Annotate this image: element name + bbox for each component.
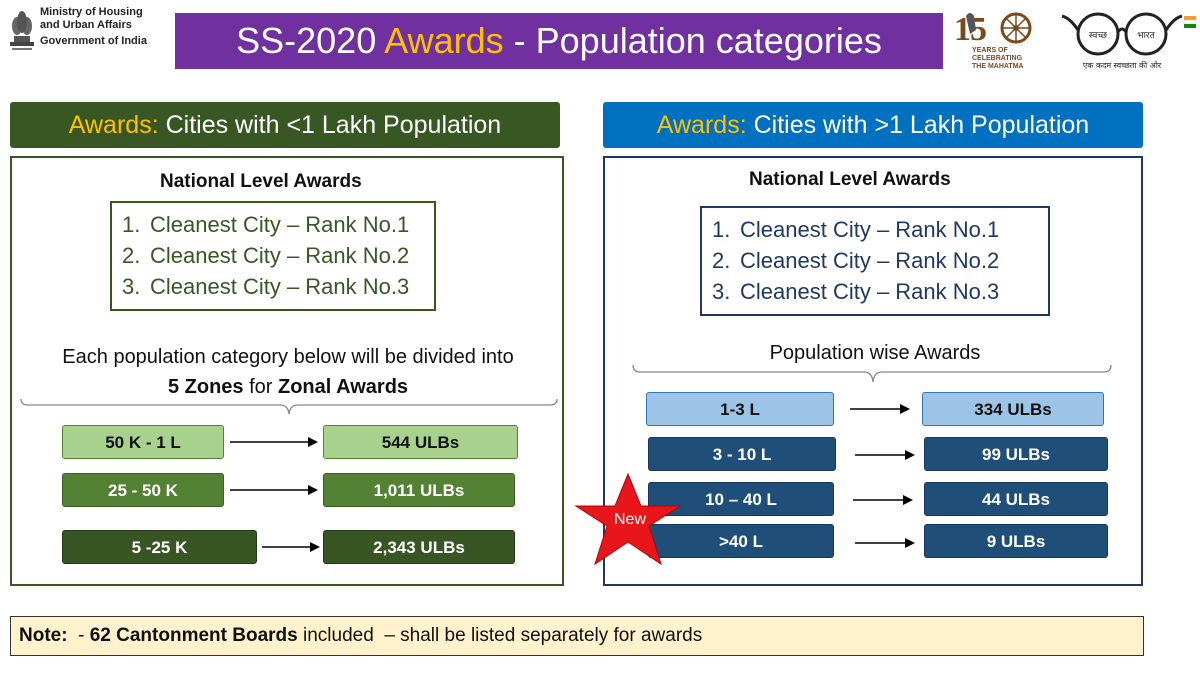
right-category-ulbs: 99 ULBs [924, 437, 1108, 471]
svg-text:1: 1 [954, 11, 971, 48]
right-category-range: 1-3 L [646, 392, 834, 426]
note-rest: included – shall be listed separately fo… [297, 625, 703, 646]
left-heading-accent: Awards: [68, 111, 159, 139]
rank-text: Cleanest City – Rank No.2 [740, 248, 1000, 273]
right-rank-list: 1. Cleanest City – Rank No.1 2. Cleanest C… [712, 214, 1038, 307]
divide-line-1: Each population category below will be d… [62, 346, 514, 368]
right-panel-heading: Awards: Cities with >1 Lakh Population [603, 102, 1143, 148]
divide-mid: for [243, 376, 278, 398]
left-category-ulbs: 1,011 ULBs [323, 473, 515, 507]
right-category-range: 3 - 10 L [648, 437, 836, 471]
ministry-line-2: and Urban Affairs [40, 19, 132, 31]
note-bar: Note: - 62 Cantonment Boards included – … [10, 616, 1144, 656]
right-category-ulbs: 44 ULBs [924, 482, 1108, 516]
swachh-right-text: भारत [1137, 31, 1155, 41]
note-label: Note: [19, 625, 68, 646]
gandhi-150-logo-icon: 1 5 YEARS OF CELEBRATING THE MAHATMA [954, 11, 1032, 70]
arrow-right-icon [855, 538, 915, 548]
ministry-logo-block: Ministry of Housing and Urban Affairs Go… [6, 4, 166, 70]
left-rank-list-box: 1. Cleanest City – Rank No.1 2. Cleanest C… [110, 201, 436, 311]
list-item: 1. Cleanest City – Rank No.1 [122, 209, 424, 240]
left-rank-list: 1. Cleanest City – Rank No.1 2. Cleanest C… [122, 209, 424, 302]
divide-bold-zonal: Zonal Awards [278, 376, 409, 398]
swachh-bharat-logo-icon: स्वच्छ भारत एक कदम स्वच्छता की ओर [1061, 12, 1197, 70]
gandhi-years-text: YEARS OF [972, 47, 1009, 54]
gandhi-celebrating-text: CELEBRATING [972, 55, 1023, 62]
left-brace-icon [20, 398, 558, 415]
list-item: 2. Cleanest City – Rank No.2 [122, 240, 424, 271]
arrow-right-icon [855, 450, 915, 460]
zonal-division-text: Each population category below will be d… [14, 342, 562, 402]
right-heading-text: Cities with >1 Lakh Population [746, 111, 1090, 139]
title-suffix: - Population categories [503, 20, 882, 61]
arrow-right-icon [850, 404, 910, 414]
new-badge-label: New [614, 511, 646, 528]
right-national-title: National Level Awards [749, 169, 951, 190]
note-dash: - [67, 625, 90, 646]
rank-number: 1. [122, 212, 141, 237]
government-label: Government of India [40, 35, 147, 47]
left-category-range: 25 - 50 K [62, 473, 224, 507]
left-national-title: National Level Awards [160, 171, 362, 192]
left-category-range: 5 -25 K [62, 530, 257, 564]
rank-text: Cleanest City – Rank No.1 [740, 217, 1000, 242]
left-heading-text: Cities with <1 Lakh Population [158, 111, 502, 139]
rank-text: Cleanest City – Rank No.3 [740, 279, 1000, 304]
rank-text: Cleanest City – Rank No.2 [150, 243, 410, 268]
ministry-name: Ministry of Housing and Urban Affairs Go… [40, 6, 147, 48]
right-category-range: 10 – 40 L [648, 482, 834, 516]
left-category-ulbs: 544 ULBs [323, 425, 518, 459]
title-prefix: SS-2020 [236, 20, 385, 61]
list-item: 2. Cleanest City – Rank No.2 [712, 245, 1038, 276]
list-item: 1. Cleanest City – Rank No.1 [712, 214, 1038, 245]
right-brace-icon [632, 364, 1112, 383]
left-category-range: 50 K - 1 L [62, 425, 224, 459]
arrow-right-icon [230, 437, 318, 447]
rank-number: 3. [122, 274, 141, 299]
right-category-ulbs: 334 ULBs [922, 392, 1104, 426]
rank-number: 1. [712, 217, 731, 242]
list-item: 3. Cleanest City – Rank No.3 [712, 276, 1038, 307]
swachh-tagline-text: एक कदम स्वच्छता की ओर [1083, 60, 1162, 70]
right-category-range: >40 L [648, 524, 834, 558]
right-heading-accent: Awards: [656, 111, 747, 139]
page-title: SS-2020 Awards - Population categories [175, 13, 943, 69]
rank-text: Cleanest City – Rank No.1 [150, 212, 410, 237]
right-rank-list-box: 1. Cleanest City – Rank No.1 2. Cleanest C… [700, 206, 1050, 316]
rank-text: Cleanest City – Rank No.3 [150, 274, 410, 299]
new-star-icon: New [574, 472, 682, 566]
ministry-line-1: Ministry of Housing [40, 6, 143, 18]
rank-number: 3. [712, 279, 731, 304]
list-item: 3. Cleanest City – Rank No.3 [122, 271, 424, 302]
left-panel-box [10, 156, 564, 586]
right-panel-box [603, 156, 1143, 586]
note-bold: 62 Cantonment Boards [89, 625, 298, 646]
rank-number: 2. [122, 243, 141, 268]
left-panel-heading: Awards: Cities with <1 Lakh Population [10, 102, 560, 148]
arrow-right-icon [230, 485, 318, 495]
arrow-right-icon [853, 495, 913, 505]
title-accent: Awards [384, 20, 504, 61]
rank-number: 2. [712, 248, 731, 273]
arrow-right-icon [262, 542, 320, 552]
swachh-left-text: स्वच्छ [1089, 31, 1108, 41]
population-wise-label: Population wise Awards [769, 342, 981, 364]
divide-bold-zones: 5 Zones [167, 376, 244, 398]
right-category-ulbs: 9 ULBs [924, 524, 1108, 558]
national-emblem-icon [10, 11, 34, 50]
gandhi-mahatma-text: THE MAHATMA [972, 63, 1024, 70]
left-category-ulbs: 2,343 ULBs [323, 530, 515, 564]
